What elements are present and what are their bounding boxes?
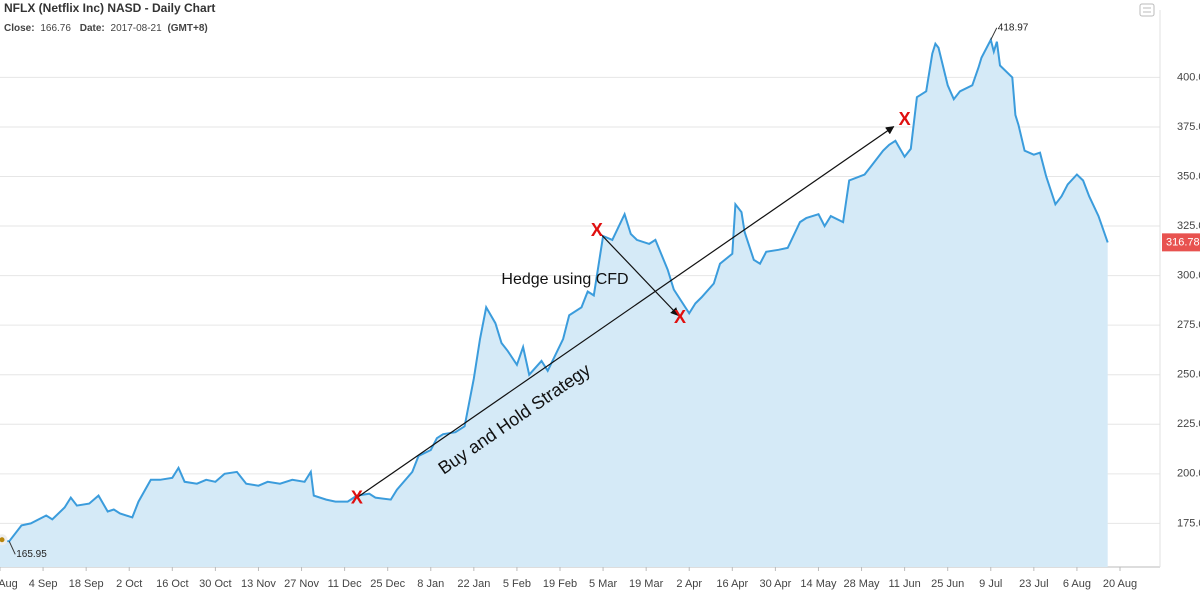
- x-tick-label: 5 Mar: [589, 578, 617, 590]
- x-tick-label: 2 Oct: [116, 578, 142, 590]
- y-tick-label: 375.00: [1177, 121, 1200, 133]
- hedge-label: Hedge using CFD: [501, 271, 628, 288]
- x-tick-label: 11 Dec: [328, 578, 363, 590]
- x-tick-label: 4 Sep: [29, 578, 58, 590]
- x-tick-label: 28 May: [843, 578, 880, 590]
- x-tick-label: 16 Oct: [156, 578, 188, 590]
- x-tick-label: 27 Nov: [284, 578, 319, 590]
- y-tick-label: 175.00: [1177, 517, 1200, 529]
- y-tick-label: 250.00: [1177, 369, 1200, 381]
- x-tick-label: 11 Jun: [889, 578, 921, 590]
- price-tag-label: 316.78: [1166, 236, 1200, 248]
- plot-area: 175.00 200.00 225.00 250.00 275.00 300.00 325.…: [0, 10, 1200, 590]
- x-tick-label: 18 Sep: [69, 578, 104, 590]
- arrow: [596, 229, 679, 317]
- menu-icon[interactable]: [1139, 3, 1155, 17]
- x-tick-label: 22 Jan: [457, 578, 490, 590]
- arrow: [356, 126, 895, 499]
- x-marker: X: [351, 487, 363, 507]
- x-tick-label: 30 Oct: [199, 578, 231, 590]
- annotation-label: 165.95: [16, 549, 47, 560]
- y-tick-label: 225.00: [1177, 418, 1200, 430]
- x-tick-label: 5 Feb: [503, 578, 531, 590]
- x-marker: X: [899, 109, 911, 129]
- x-marker: X: [674, 307, 686, 327]
- timezone: (GMT+8): [167, 23, 207, 34]
- chart-title: NFLX (Netflix Inc) NASD - Daily Chart: [4, 1, 215, 15]
- y-tick-label: 350.00: [1177, 170, 1200, 182]
- x-tick-label: 25 Dec: [370, 578, 405, 590]
- x-tick-label: 8 Jan: [417, 578, 444, 590]
- x-tick-label: 13 Nov: [241, 578, 276, 590]
- y-tick-label: 275.00: [1177, 319, 1200, 331]
- close-label: Close:: [4, 23, 35, 34]
- x-marker: X: [591, 220, 603, 240]
- start-point: [0, 534, 8, 546]
- y-tick-label: 300.00: [1177, 270, 1200, 282]
- x-tick-label: 19 Feb: [543, 578, 577, 590]
- y-tick-label: 200.00: [1177, 468, 1200, 480]
- x-tick-label: 19 Mar: [629, 578, 664, 590]
- annotation-leader: [8, 541, 16, 555]
- x-tick-label: 23 Jul: [1019, 578, 1048, 590]
- date-value: 2017-08-21: [111, 23, 163, 34]
- close-value: 166.76: [40, 23, 71, 34]
- x-tick-label: 25 Jun: [931, 578, 964, 590]
- close-info: Close: 166.76 Date: 2017-08-21 (GMT+8): [4, 23, 208, 34]
- x-tick-label: 2 Apr: [676, 578, 702, 590]
- y-tick-label: 400.00: [1177, 71, 1200, 83]
- x-tick-label: 20 Aug: [1103, 578, 1137, 590]
- x-tick-label: 6 Aug: [1063, 578, 1091, 590]
- price-tag: [1162, 233, 1200, 252]
- y-tick-label: 325.00: [1177, 220, 1200, 232]
- x-tick-label: 14 May: [800, 578, 837, 590]
- annotation-label: 418.97: [998, 22, 1029, 33]
- x-tick-label: 16 Apr: [716, 578, 748, 590]
- x-tick-label: 9 Jul: [979, 578, 1002, 590]
- line: [0, 37, 1109, 543]
- annotation-leader: [990, 27, 998, 41]
- area: [0, 39, 1108, 568]
- x-tick-label: 30 Apr: [759, 578, 791, 590]
- date-label: Date:: [80, 23, 105, 34]
- x-tick-label: Aug: [0, 578, 18, 590]
